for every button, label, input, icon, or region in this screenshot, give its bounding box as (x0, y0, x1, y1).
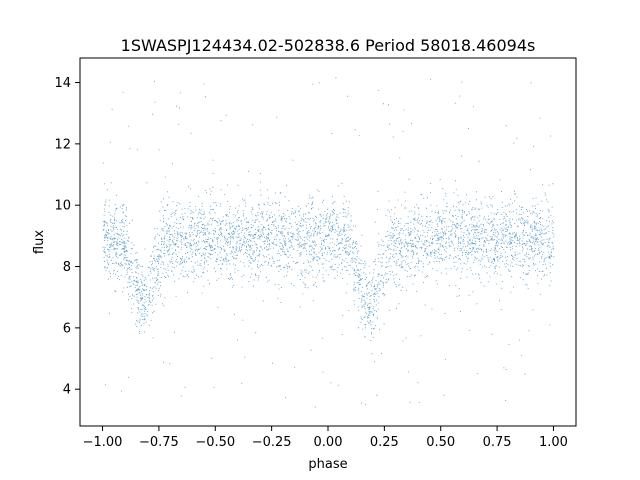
x-tick-label: −0.25 (252, 435, 292, 450)
x-tick-label: 0.75 (483, 435, 512, 450)
y-tick-label: 4 (63, 383, 71, 398)
y-axis: 4 6 8 10 12 14 (54, 76, 80, 398)
x-axis: −1.00 −0.75 −0.50 −0.25 0.00 0.25 0.50 0.75 1.00 (83, 426, 568, 450)
y-tick-label: 10 (54, 199, 71, 214)
y-axis-label: flux (32, 230, 47, 254)
y-tick-label: 14 (54, 76, 71, 91)
x-tick-label: −0.75 (139, 435, 179, 450)
y-tick-label: 6 (63, 321, 71, 336)
y-tick-label: 8 (63, 260, 71, 275)
y-tick-label: 12 (54, 137, 71, 152)
x-tick-label: −1.00 (83, 435, 123, 450)
x-tick-label: 0.25 (370, 435, 399, 450)
x-axis-label: phase (308, 457, 347, 472)
chart-title: 1SWASPJ124434.02-502838.6 Period 58018.4… (121, 36, 536, 55)
x-tick-label: −0.50 (195, 435, 235, 450)
x-tick-label: 0.50 (426, 435, 455, 450)
x-tick-label: 0.00 (314, 435, 343, 450)
x-tick-label: 1.00 (539, 435, 568, 450)
